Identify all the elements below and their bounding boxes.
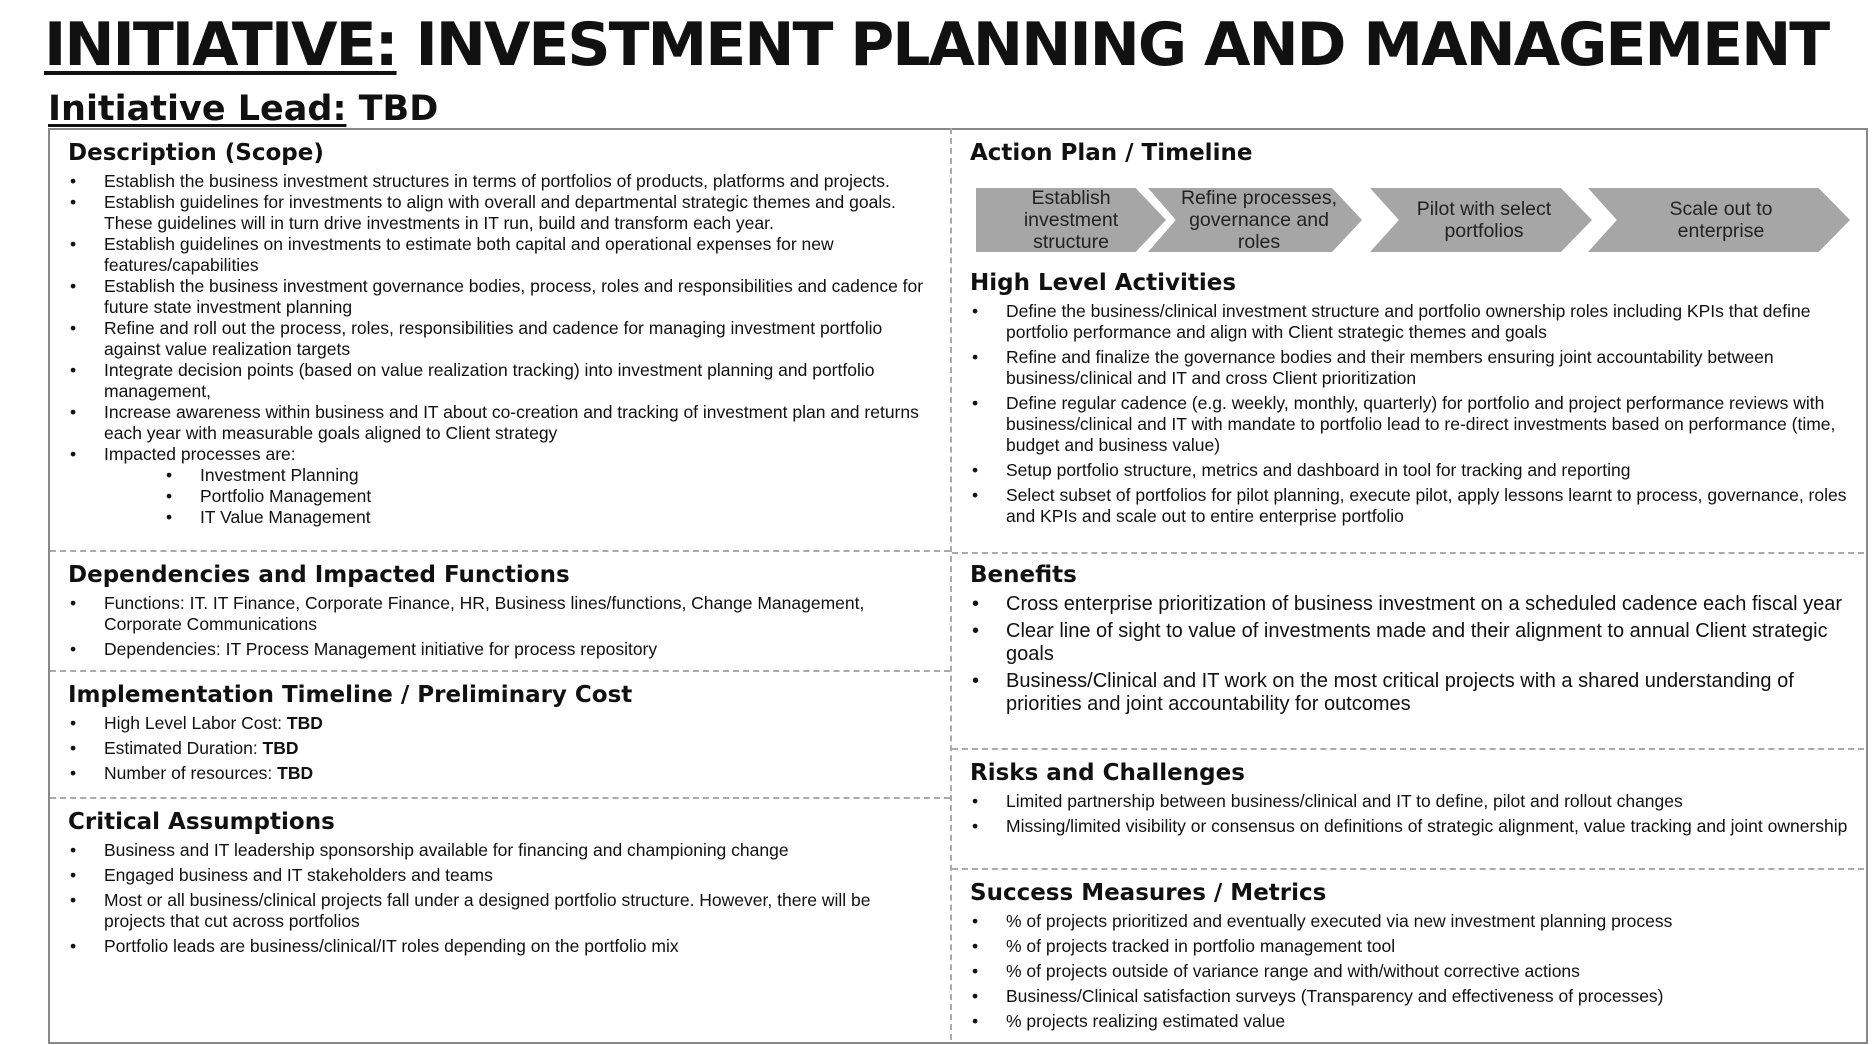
divider-left-3 <box>50 797 950 799</box>
list-item: Integrate decision points (based on valu… <box>68 360 928 402</box>
divider-right-2 <box>952 748 1864 750</box>
description-heading: Description (Scope) <box>68 140 324 166</box>
content-frame <box>48 128 1868 1044</box>
list-item: Functions: IT. IT Finance, Corporate Fin… <box>68 593 928 635</box>
risks-section: Risks and Challenges Limited partnership… <box>970 759 1850 841</box>
labor-cost-value: TBD <box>286 713 323 733</box>
timeline-step: Refine processes, governance and roles <box>1148 188 1362 252</box>
labor-cost-label: High Level Labor Cost: <box>104 713 287 733</box>
list-item: Most or all business/clinical projects f… <box>68 890 928 932</box>
list-item: Impacted processes are: <box>68 444 928 465</box>
benefits-heading: Benefits <box>970 562 1077 588</box>
action-plan-timeline: Establish investment structure Refine pr… <box>976 188 1856 254</box>
description-list: Establish the business investment struct… <box>68 171 928 465</box>
initiative-lead-value: TBD <box>346 89 439 129</box>
list-item: Establish guidelines on investments to e… <box>68 234 928 276</box>
risks-list: Limited partnership between business/cli… <box>970 791 1850 837</box>
list-item: Estimated Duration: TBD <box>68 738 928 759</box>
list-item: Limited partnership between business/cli… <box>970 791 1850 812</box>
list-item: Establish guidelines for investments to … <box>68 192 928 234</box>
impacted-processes-list: Investment Planning Portfolio Management… <box>68 465 928 528</box>
dependencies-list: Functions: IT. IT Finance, Corporate Fin… <box>68 593 928 660</box>
list-item: Cross enterprise prioritization of busin… <box>970 593 1850 616</box>
list-item: Increase awareness within business and I… <box>68 402 928 444</box>
implementation-heading: Implementation Timeline / Preliminary Co… <box>68 682 633 708</box>
list-item: Dependencies: IT Process Management init… <box>68 639 928 660</box>
resources-value: TBD <box>277 763 314 783</box>
list-item: Business/Clinical and IT work on the mos… <box>970 670 1850 716</box>
list-item: % projects realizing estimated value <box>970 1011 1850 1032</box>
risks-heading: Risks and Challenges <box>970 760 1245 786</box>
list-item: IT Value Management <box>164 507 928 528</box>
list-item: % of projects tracked in portfolio manag… <box>970 936 1850 957</box>
benefits-section: Benefits Cross enterprise prioritization… <box>970 561 1850 720</box>
list-item: Define regular cadence (e.g. weekly, mon… <box>970 393 1850 456</box>
description-section: Description (Scope) Establish the busine… <box>68 139 928 528</box>
divider-left-1 <box>50 550 950 552</box>
list-item: Missing/limited visibility or consensus … <box>970 816 1850 837</box>
timeline-step: Pilot with select portfolios <box>1370 188 1592 252</box>
divider-right-3 <box>952 868 1864 870</box>
dependencies-heading: Dependencies and Impacted Functions <box>68 562 570 588</box>
list-item: Establish the business investment govern… <box>68 276 928 318</box>
activities-section: High Level Activities Define the busines… <box>970 269 1850 531</box>
activities-heading: High Level Activities <box>970 270 1237 296</box>
list-item: Refine and finalize the governance bodie… <box>970 347 1850 389</box>
divider-left-2 <box>50 670 950 672</box>
metrics-section: Success Measures / Metrics % of projects… <box>970 879 1850 1036</box>
benefits-list: Cross enterprise prioritization of busin… <box>970 593 1850 716</box>
list-item: Refine and roll out the process, roles, … <box>68 318 928 360</box>
list-item: Business and IT leadership sponsorship a… <box>68 840 928 861</box>
action-plan-heading: Action Plan / Timeline <box>970 140 1253 166</box>
list-item: Define the business/clinical investment … <box>970 301 1850 343</box>
list-item: High Level Labor Cost: TBD <box>68 713 928 734</box>
timeline-step: Scale out to enterprise <box>1588 188 1850 252</box>
list-item: Portfolio Management <box>164 486 928 507</box>
page-title: INITIATIVE: INVESTMENT PLANNING AND MANA… <box>44 8 1830 82</box>
title-prefix: INITIATIVE: <box>44 10 399 80</box>
duration-value: TBD <box>262 738 299 758</box>
list-item: Engaged business and IT stakeholders and… <box>68 865 928 886</box>
metrics-heading: Success Measures / Metrics <box>970 880 1327 906</box>
resources-label: Number of resources: <box>104 763 278 783</box>
metrics-list: % of projects prioritized and eventually… <box>970 911 1850 1032</box>
initiative-lead-label: Initiative Lead: <box>48 89 347 129</box>
implementation-section: Implementation Timeline / Preliminary Co… <box>68 681 928 788</box>
list-item: % of projects outside of variance range … <box>970 961 1850 982</box>
implementation-list: High Level Labor Cost: TBD Estimated Dur… <box>68 713 928 784</box>
action-plan-section: Action Plan / Timeline <box>970 139 1850 167</box>
divider-right-1 <box>952 552 1864 554</box>
list-item: Investment Planning <box>164 465 928 486</box>
list-item: Clear line of sight to value of investme… <box>970 620 1850 666</box>
list-item: Select subset of portfolios for pilot pl… <box>970 485 1850 527</box>
title-rest: INVESTMENT PLANNING AND MANAGEMENT <box>396 10 1830 80</box>
list-item: Portfolio leads are business/clinical/IT… <box>68 936 928 957</box>
dependencies-section: Dependencies and Impacted Functions Func… <box>68 561 928 664</box>
assumptions-section: Critical Assumptions Business and IT lea… <box>68 808 928 961</box>
list-item: % of projects prioritized and eventually… <box>970 911 1850 932</box>
column-divider <box>950 128 952 1040</box>
assumptions-list: Business and IT leadership sponsorship a… <box>68 840 928 957</box>
initiative-lead: Initiative Lead: TBD <box>48 88 438 130</box>
list-item: Business/Clinical satisfaction surveys (… <box>970 986 1850 1007</box>
assumptions-heading: Critical Assumptions <box>68 809 335 835</box>
list-item: Number of resources: TBD <box>68 763 928 784</box>
list-item: Establish the business investment struct… <box>68 171 928 192</box>
timeline-step: Establish investment structure <box>976 188 1166 252</box>
list-item: Setup portfolio structure, metrics and d… <box>970 460 1850 481</box>
duration-label: Estimated Duration: <box>104 738 263 758</box>
activities-list: Define the business/clinical investment … <box>970 301 1850 527</box>
